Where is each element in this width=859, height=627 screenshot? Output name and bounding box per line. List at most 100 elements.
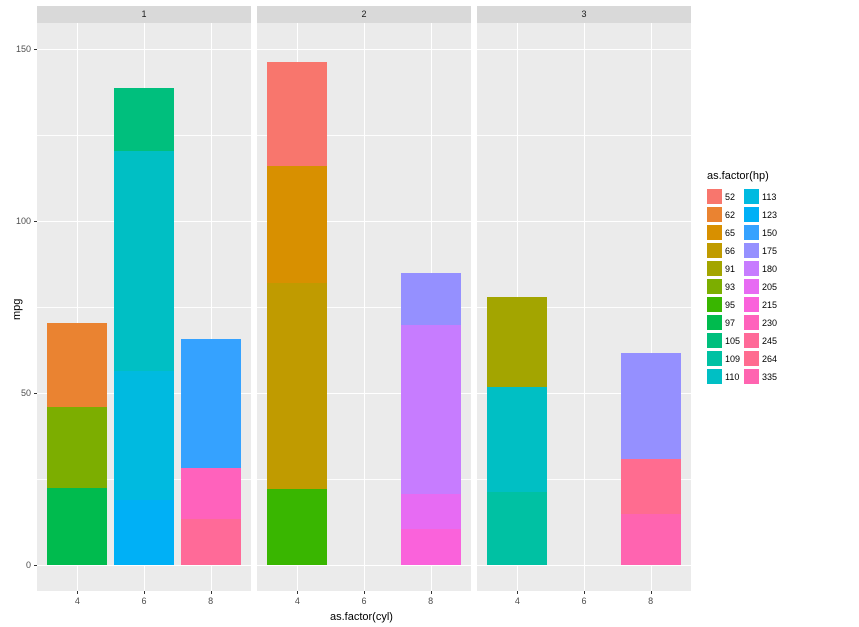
legend-item: 97 bbox=[707, 314, 740, 331]
facet-strip: 2 bbox=[257, 6, 471, 23]
legend-label: 52 bbox=[725, 192, 735, 202]
legend-label: 105 bbox=[725, 336, 740, 346]
y-tick-label: 100 bbox=[7, 216, 31, 226]
x-tick-label: 8 bbox=[428, 596, 433, 606]
bar-segment bbox=[401, 529, 461, 565]
x-tick-label: 6 bbox=[581, 596, 586, 606]
y-tick-label: 0 bbox=[7, 560, 31, 570]
stacked-bar bbox=[621, 353, 681, 565]
facet-panel bbox=[37, 23, 251, 591]
x-tick-mark bbox=[144, 591, 145, 594]
bar-segment bbox=[487, 297, 547, 387]
legend-key bbox=[744, 225, 759, 240]
legend-key bbox=[707, 261, 722, 276]
bar-segment bbox=[487, 492, 547, 566]
stacked-bar bbox=[267, 62, 327, 566]
legend-item: 62 bbox=[707, 206, 740, 223]
bar-segment bbox=[621, 514, 681, 566]
y-axis-title: mpg bbox=[11, 299, 23, 320]
y-tick-label: 150 bbox=[7, 44, 31, 54]
legend-item: 105 bbox=[707, 332, 740, 349]
stacked-bar bbox=[487, 297, 547, 565]
bar-segment bbox=[487, 387, 547, 492]
legend-item: 230 bbox=[744, 314, 777, 331]
legend-key bbox=[744, 207, 759, 222]
bar-segment bbox=[181, 468, 241, 519]
legend-label: 66 bbox=[725, 246, 735, 256]
legend-item: 110 bbox=[707, 368, 740, 385]
legend-label: 335 bbox=[762, 372, 777, 382]
legend-item: 245 bbox=[744, 332, 777, 349]
bar-segment bbox=[401, 325, 461, 493]
x-tick-mark bbox=[211, 591, 212, 594]
x-tick-label: 8 bbox=[648, 596, 653, 606]
bar-segment bbox=[621, 353, 681, 459]
facet-strip: 3 bbox=[477, 6, 691, 23]
legend-label: 110 bbox=[725, 372, 739, 382]
legend-item: 52 bbox=[707, 188, 740, 205]
legend-label: 109 bbox=[725, 354, 740, 364]
legend-key bbox=[707, 351, 722, 366]
legend-key bbox=[744, 297, 759, 312]
legend-item: 264 bbox=[744, 350, 777, 367]
legend-label: 93 bbox=[725, 282, 735, 292]
legend-label: 65 bbox=[725, 228, 735, 238]
legend-label: 205 bbox=[762, 282, 777, 292]
legend-label: 150 bbox=[762, 228, 777, 238]
legend-key bbox=[744, 315, 759, 330]
legend-item: 180 bbox=[744, 260, 777, 277]
legend-key bbox=[744, 369, 759, 384]
x-tick-label: 8 bbox=[208, 596, 213, 606]
legend-label: 62 bbox=[725, 210, 735, 220]
legend-label: 97 bbox=[725, 318, 735, 328]
legend-key bbox=[744, 279, 759, 294]
faceted-stacked-bar-chart: { "dims": { "width": 859, "height": 627 … bbox=[0, 0, 859, 627]
legend-item: 175 bbox=[744, 242, 777, 259]
legend-label: 113 bbox=[762, 192, 776, 202]
legend-key bbox=[707, 315, 722, 330]
legend-item: 215 bbox=[744, 296, 777, 313]
legend-item: 95 bbox=[707, 296, 740, 313]
legend-key bbox=[744, 333, 759, 348]
legend-key bbox=[744, 261, 759, 276]
bar-segment bbox=[47, 323, 107, 407]
x-tick-mark bbox=[517, 591, 518, 594]
x-tick-mark bbox=[651, 591, 652, 594]
legend-title: as.factor(hp) bbox=[707, 170, 777, 182]
legend-key bbox=[744, 189, 759, 204]
legend-key bbox=[707, 243, 722, 258]
bar-segment bbox=[181, 339, 241, 468]
bar-segment bbox=[267, 166, 327, 283]
legend-item: 113 bbox=[744, 188, 777, 205]
legend-key bbox=[707, 279, 722, 294]
legend-item: 66 bbox=[707, 242, 740, 259]
stacked-bar bbox=[114, 88, 174, 565]
bar-segment bbox=[114, 500, 174, 565]
legend-label: 264 bbox=[762, 354, 777, 364]
facet-panel bbox=[257, 23, 471, 591]
stacked-bar bbox=[401, 273, 461, 565]
legend-item: 93 bbox=[707, 278, 740, 295]
bar-segment bbox=[181, 519, 241, 565]
bar-segment bbox=[114, 151, 174, 370]
x-tick-mark bbox=[584, 591, 585, 594]
legend-key bbox=[707, 225, 722, 240]
bar-segment bbox=[267, 62, 327, 167]
legend-label: 95 bbox=[725, 300, 735, 310]
legend-item: 335 bbox=[744, 368, 777, 385]
stacked-bar bbox=[47, 323, 107, 566]
bar-segment bbox=[267, 283, 327, 490]
bar-segment bbox=[401, 494, 461, 530]
x-tick-mark bbox=[364, 591, 365, 594]
legend-key bbox=[707, 207, 722, 222]
y-tick-label: 50 bbox=[7, 388, 31, 398]
bar-segment bbox=[267, 489, 327, 565]
x-tick-mark bbox=[77, 591, 78, 594]
x-tick-label: 6 bbox=[141, 596, 146, 606]
x-axis-title: as.factor(cyl) bbox=[330, 611, 393, 623]
legend-key bbox=[707, 297, 722, 312]
x-tick-mark bbox=[297, 591, 298, 594]
x-tick-label: 4 bbox=[75, 596, 80, 606]
x-tick-label: 6 bbox=[361, 596, 366, 606]
x-tick-mark bbox=[431, 591, 432, 594]
